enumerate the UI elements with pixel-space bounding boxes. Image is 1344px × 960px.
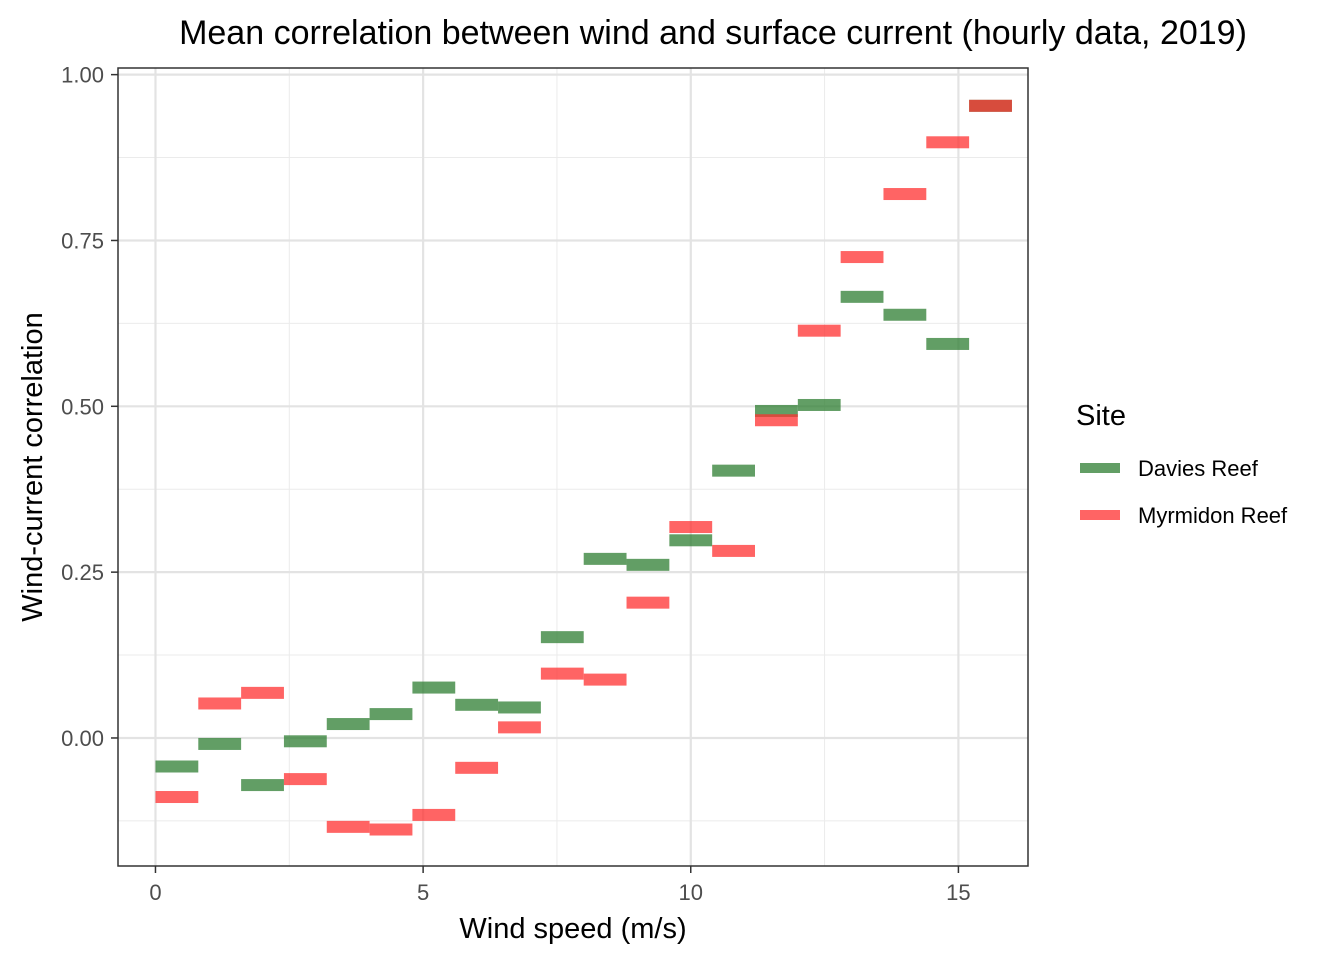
segment-davies-reef xyxy=(241,779,284,792)
segment-davies-reef xyxy=(540,631,584,644)
segment-myrmidon-reef xyxy=(712,544,755,557)
y-axis-title: Wind-current correlation xyxy=(17,312,49,621)
segment-davies-reef xyxy=(326,718,370,731)
chart-title: Mean correlation between wind and surfac… xyxy=(179,14,1247,52)
x-axis-title: Wind speed (m/s) xyxy=(459,913,686,945)
segment-myrmidon-reef xyxy=(840,251,884,264)
segment-davies-reef xyxy=(797,398,841,411)
y-axis: 0.00 0.25 0.50 0.75 1.00 xyxy=(61,63,118,751)
segment-davies-reef xyxy=(283,735,327,748)
segment-davies-reef xyxy=(712,464,755,477)
x-tick-label: 0 xyxy=(149,880,161,905)
segment-myrmidon-reef xyxy=(412,808,456,821)
segment-myrmidon-reef xyxy=(926,136,970,149)
x-tick-label: 5 xyxy=(417,880,429,905)
legend-label-davies-reef: Davies Reef xyxy=(1138,456,1259,481)
segment-myrmidon-reef xyxy=(198,697,242,710)
segment-davies-reef xyxy=(883,308,927,321)
segment-myrmidon-reef xyxy=(797,324,841,337)
segment-davies-reef xyxy=(369,708,413,721)
plot-area xyxy=(117,67,1029,867)
segment-davies-reef xyxy=(412,681,456,694)
legend: Site Davies Reef Myrmidon Reef xyxy=(1076,400,1288,528)
segment-myrmidon-reef xyxy=(883,188,927,201)
grid xyxy=(118,68,1028,866)
legend-key-myrmidon-reef xyxy=(1080,510,1120,520)
segment-myrmidon-reef xyxy=(626,596,670,609)
segment-davies-reef xyxy=(155,760,199,773)
segment-myrmidon-reef xyxy=(755,414,798,427)
y-tick-label: 0.00 xyxy=(61,726,104,751)
segment-davies-reef xyxy=(583,552,627,565)
segment-myrmidon-reef xyxy=(455,761,499,774)
segment-davies-reef xyxy=(840,290,884,303)
segment-davies-reef xyxy=(626,558,670,571)
data-marks xyxy=(155,99,1012,836)
y-tick-label: 0.50 xyxy=(61,394,104,419)
x-axis: 0 5 10 15 xyxy=(149,866,971,905)
segment-myrmidon-reef xyxy=(583,673,627,686)
plot-background xyxy=(118,68,1028,866)
y-tick-label: 0.25 xyxy=(61,560,104,585)
segment-davies-reef xyxy=(455,698,499,711)
segment-myrmidon-reef xyxy=(540,667,584,680)
segment-myrmidon-reef xyxy=(283,773,327,786)
segment-myrmidon-reef xyxy=(969,99,1012,112)
segment-myrmidon-reef xyxy=(241,686,284,699)
segment-myrmidon-reef xyxy=(326,820,370,833)
legend-label-myrmidon-reef: Myrmidon Reef xyxy=(1138,503,1288,528)
segment-davies-reef xyxy=(755,404,798,417)
plot-border xyxy=(117,67,1029,867)
y-tick-label: 0.75 xyxy=(61,228,104,253)
segment-davies-reef xyxy=(198,737,242,750)
legend-key-davies-reef xyxy=(1080,463,1120,473)
x-tick-label: 15 xyxy=(946,880,970,905)
legend-title: Site xyxy=(1076,400,1126,432)
segment-davies-reef xyxy=(498,701,541,714)
y-tick-label: 1.00 xyxy=(61,63,104,88)
x-tick-label: 10 xyxy=(679,880,703,905)
segment-myrmidon-reef xyxy=(669,521,713,534)
segment-davies-reef xyxy=(926,337,970,350)
segment-myrmidon-reef xyxy=(498,721,541,734)
segment-myrmidon-reef xyxy=(155,791,199,804)
segment-davies-reef xyxy=(669,534,713,547)
segment-myrmidon-reef xyxy=(369,823,413,836)
